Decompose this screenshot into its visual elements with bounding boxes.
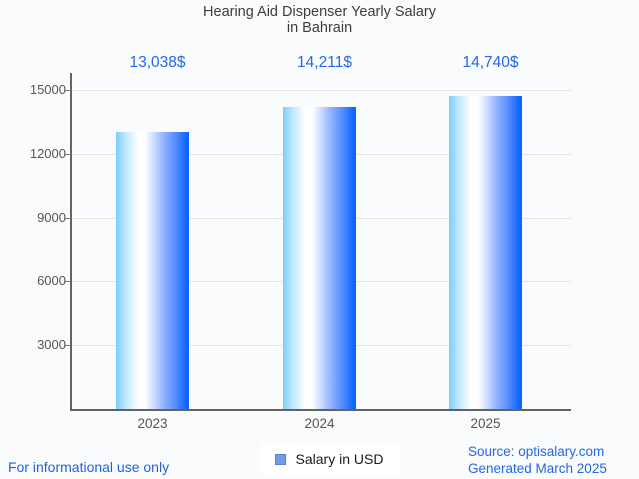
y-axis-line <box>70 73 72 411</box>
y-tick-mark-12000 <box>65 153 71 155</box>
x-tick-label-2025: 2025 <box>470 416 501 431</box>
generated-text: Generated March 2025 <box>468 461 607 476</box>
bar-2025[interactable] <box>449 95 522 409</box>
source-text: Source: optisalary.com <box>468 444 605 459</box>
y-tick-label-3000: 3000 <box>37 337 66 353</box>
y-tick-mark-9000 <box>65 217 71 219</box>
x-tick-label-2024: 2024 <box>304 416 335 431</box>
value-label-2025: 14,740$ <box>462 54 519 71</box>
source-block: Source: optisalary.com Generated March 2… <box>468 443 607 477</box>
y-tick-label-15000: 15000 <box>29 82 66 97</box>
legend-swatch-icon <box>274 453 286 465</box>
y-tick-mark-15000 <box>65 90 71 91</box>
chart-title-line2: in Bahrain <box>286 20 353 36</box>
chart-title-line1: Hearing Aid Dispenser Yearly Salary <box>203 4 436 20</box>
y-tick-label-9000: 9000 <box>37 209 66 225</box>
bar-2024[interactable] <box>283 106 356 409</box>
chart-title: Hearing Aid Dispenser Yearly Salary in B… <box>0 4 639 36</box>
gridline-15000 <box>71 90 571 91</box>
y-tick-label-12000: 12000 <box>29 145 66 161</box>
x-tick-label-2023: 2023 <box>137 416 168 431</box>
y-tick-label-6000: 6000 <box>37 273 66 289</box>
legend-label: Salary in USD <box>295 451 384 467</box>
y-tick-mark-6000 <box>65 281 71 283</box>
legend: Salary in USD <box>260 444 401 475</box>
y-tick-mark-3000 <box>65 345 71 347</box>
bar-2023[interactable] <box>116 131 189 409</box>
value-label-2023: 13,038$ <box>129 54 186 71</box>
disclaimer-text: For informational use only <box>8 459 170 475</box>
value-label-2024: 14,211$ <box>297 54 352 71</box>
x-axis-line <box>70 409 571 411</box>
